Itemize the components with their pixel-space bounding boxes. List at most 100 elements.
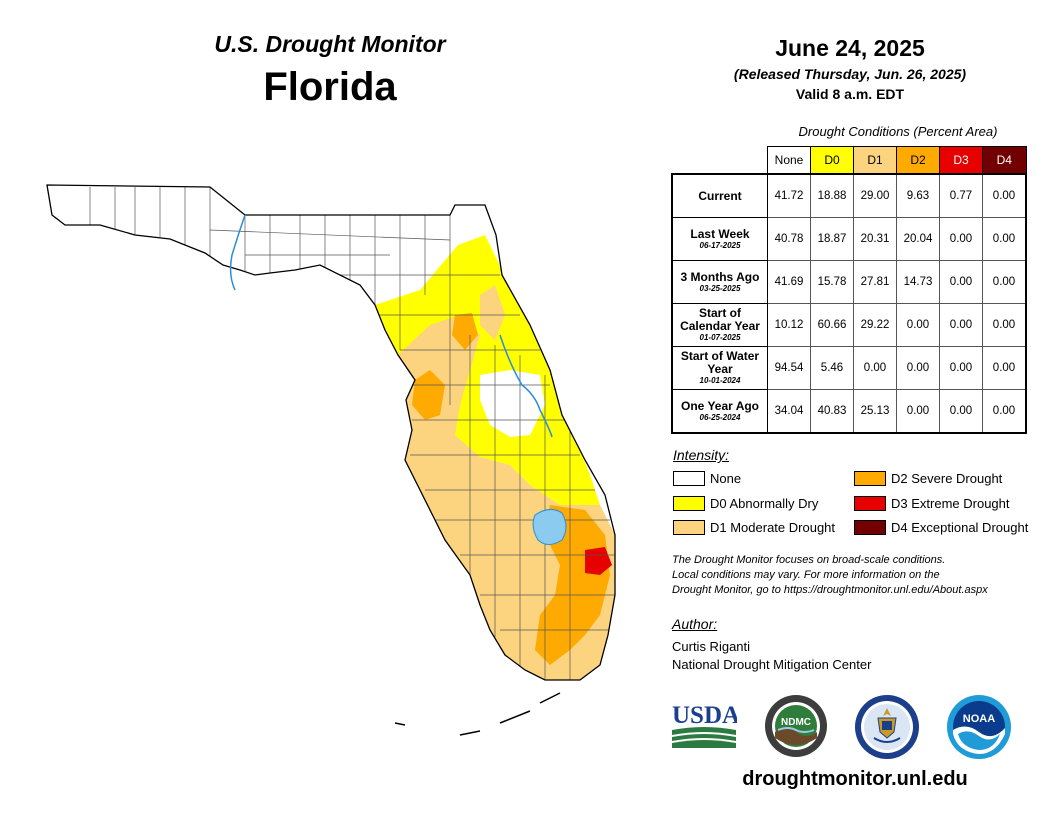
table-cell: 0.00 — [982, 346, 1027, 390]
table-row: 3 Months Ago 03-25-2025 41.69 15.78 27.81… — [671, 260, 1027, 304]
col-header-d2: D2 — [896, 146, 940, 175]
table-cell: 14.73 — [896, 260, 940, 304]
table-cell: 20.31 — [853, 217, 897, 261]
commerce-seal-icon — [855, 695, 919, 759]
table-cell: 0.00 — [896, 389, 940, 434]
row-label-text: One Year Ago — [680, 398, 760, 413]
legend-label: D3 Extreme Drought — [891, 496, 1010, 511]
disclaimer-line: The Drought Monitor focuses on broad-sca… — [672, 554, 946, 566]
state-outline — [46, 184, 616, 681]
super-title: U.S. Drought Monitor — [214, 31, 446, 57]
row-label-text: Start of Calendar Year — [680, 306, 760, 333]
table-cell: 0.77 — [939, 173, 983, 218]
table-cell: 0.00 — [939, 303, 983, 347]
table-cell: 0.00 — [896, 346, 940, 390]
row-date: 01-07-2025 — [699, 333, 741, 342]
col-header-d3: D3 — [939, 146, 983, 175]
florida-keys — [394, 692, 561, 736]
disclaimer-line: Drought Monitor, go to https://droughtmo… — [672, 584, 988, 596]
col-header-d1: D1 — [853, 146, 897, 175]
table-cell: 25.13 — [853, 389, 897, 434]
legend-label: D4 Exceptional Drought — [891, 520, 1029, 535]
legend-swatch — [854, 496, 886, 511]
d2-region-westcoast — [412, 370, 445, 420]
row-label: One Year Ago 06-25-2024 — [671, 389, 768, 434]
d1-region-northeast — [480, 285, 505, 340]
d0-region — [375, 235, 600, 505]
table-cell: 0.00 — [939, 389, 983, 434]
table-cell: 41.69 — [767, 260, 811, 304]
table-cell: 60.66 — [810, 303, 854, 347]
footer-url[interactable]: droughtmonitor.unl.edu — [742, 768, 968, 790]
map-date: June 24, 2025 — [775, 35, 925, 61]
row-label: Start of Water Year 10-01-2024 — [671, 346, 768, 390]
disclaimer-line: Local conditions may vary. For more info… — [672, 569, 940, 581]
florida-drought-map — [46, 184, 616, 736]
usda-logo-icon: USDA — [672, 702, 737, 748]
table-cell: 18.88 — [810, 173, 854, 218]
row-label-text: 3 Months Ago — [680, 269, 760, 284]
author-organization: National Drought Mitigation Center — [672, 657, 872, 672]
author-title: Author: — [672, 616, 718, 632]
author-name: Curtis Riganti — [672, 639, 751, 654]
col-header-d0: D0 — [810, 146, 854, 175]
table-cell: 0.00 — [939, 217, 983, 261]
title-block: U.S. Drought Monitor Florida — [150, 30, 510, 110]
col-header-none: None — [767, 146, 811, 175]
table-header-row: None D0 D1 D2 D3 D4 — [672, 146, 1027, 175]
row-label: Start of Calendar Year 01-07-2025 — [671, 303, 768, 347]
table-cell: 34.04 — [767, 389, 811, 434]
table-cell: 0.00 — [982, 260, 1027, 304]
row-date: 06-25-2024 — [699, 412, 741, 422]
legend-swatch — [673, 471, 705, 486]
row-label-text: Current — [698, 188, 742, 203]
table-cell: 0.00 — [982, 173, 1027, 218]
table-cell: 20.04 — [896, 217, 940, 261]
row-label: Last Week 06-17-2025 — [671, 217, 768, 261]
legend-label: None — [710, 471, 742, 486]
table-cell: 41.72 — [767, 173, 811, 218]
legend-swatch — [673, 496, 705, 511]
d2-region-north — [452, 313, 478, 350]
table-cell: 0.00 — [982, 217, 1027, 261]
row-label: 3 Months Ago 03-25-2025 — [671, 260, 768, 304]
noaa-logo-icon: NOAA — [947, 695, 1011, 759]
d2-region-southeast — [535, 505, 610, 665]
row-label: Current — [671, 173, 768, 218]
table-cell: 0.00 — [982, 389, 1027, 434]
table-cell: 0.00 — [896, 303, 940, 347]
legend-label: D0 Abnormally Dry — [710, 496, 819, 511]
table-cell: 0.00 — [982, 303, 1027, 347]
table-cell: 10.12 — [767, 303, 811, 347]
row-date: 10-01-2024 — [699, 376, 741, 385]
table-cell: 27.81 — [853, 260, 897, 304]
legend-label: D2 Severe Drought — [891, 471, 1003, 486]
col-header-d4: D4 — [982, 146, 1027, 175]
noaa-logo-text: NOAA — [963, 713, 995, 725]
row-date: 06-17-2025 — [699, 240, 741, 250]
table-cell: 94.54 — [767, 346, 811, 390]
drought-conditions-table: None D0 D1 D2 D3 D4 Current 41.72 18.88 … — [671, 146, 1027, 434]
table-cell: 29.22 — [853, 303, 897, 347]
table-cell: 5.46 — [810, 346, 854, 390]
table-row: Current 41.72 18.88 29.00 9.63 0.77 0.00 — [671, 173, 1027, 218]
d3-region — [585, 547, 612, 575]
st-johns-river — [499, 334, 553, 438]
ndmc-logo-text: NDMC — [781, 717, 811, 728]
table-cell: 40.83 — [810, 389, 854, 434]
table-cell: 29.00 — [853, 173, 897, 218]
apalachicola-river — [229, 214, 246, 291]
date-block: June 24, 2025 (Released Thursday, Jun. 2… — [660, 34, 1040, 103]
table-cell: 0.00 — [939, 346, 983, 390]
table-cell: 0.00 — [939, 260, 983, 304]
table-caption: Drought Conditions (Percent Area) — [798, 124, 998, 139]
legend-swatch — [854, 471, 886, 486]
disclaimer: The Drought Monitor focuses on broad-sca… — [672, 553, 1044, 598]
legend-label: D1 Moderate Drought — [710, 520, 836, 535]
usda-logo-text: USDA — [672, 702, 737, 729]
ndmc-logo-icon: NDMC — [765, 695, 827, 757]
table-cell: 9.63 — [896, 173, 940, 218]
legend-title: Intensity: — [673, 447, 730, 463]
table-row: Start of Water Year 10-01-2024 94.54 5.46… — [671, 346, 1027, 390]
table-cell: 40.78 — [767, 217, 811, 261]
